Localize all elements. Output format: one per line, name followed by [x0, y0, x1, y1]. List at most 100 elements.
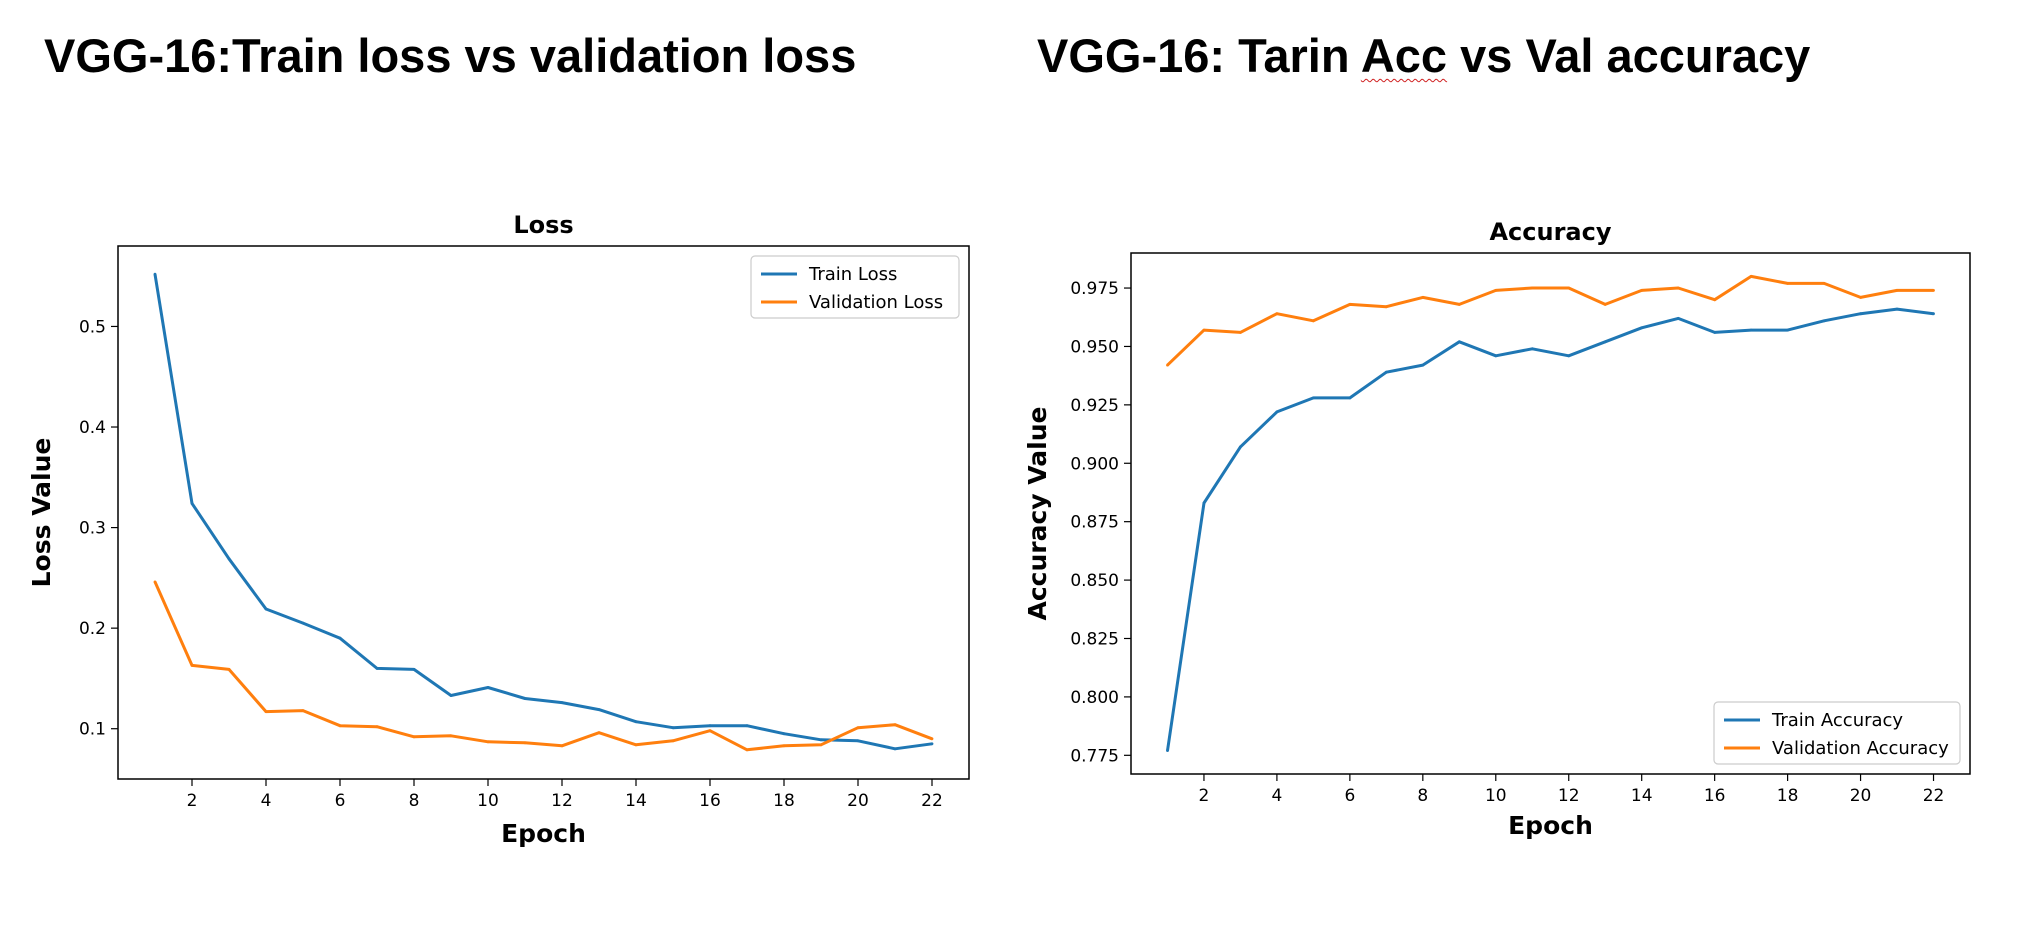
accuracy-series-1-point — [1567, 354, 1571, 358]
loss-series-1-point — [782, 732, 786, 736]
accuracy-series-2-point — [1676, 286, 1680, 290]
accuracy-series-1-point — [1275, 410, 1279, 414]
loss-x-tick-label: 2 — [187, 791, 198, 811]
accuracy-x-tick-label: 4 — [1271, 786, 1282, 806]
loss-series-1-point — [153, 272, 157, 276]
loss-series-2-point — [486, 740, 490, 744]
accuracy-series-1-point — [1202, 501, 1206, 505]
loss-x-tick-label: 6 — [335, 791, 346, 811]
accuracy-x-tick-label: 20 — [1850, 786, 1872, 806]
loss-series-1-point — [523, 697, 527, 700]
loss-legend-label-1: Train Loss — [808, 264, 897, 285]
loss-x-tick-label: 8 — [409, 791, 420, 811]
accuracy-series-line-2 — [1166, 274, 1934, 367]
accuracy-y-tick-label: 0.950 — [1070, 337, 1119, 357]
loss-series-2-point — [375, 725, 379, 729]
loss-series-2-point — [671, 739, 675, 743]
loss-series-1-point — [819, 738, 823, 742]
accuracy-series-2-point — [1749, 275, 1753, 278]
loss-x-tick-label: 22 — [921, 791, 943, 811]
accuracy-series-2-point — [1275, 312, 1279, 316]
loss-series-1-point — [560, 701, 564, 704]
loss-series-2-point — [634, 743, 638, 747]
accuracy-series-1-point — [1676, 317, 1680, 320]
loss-y-tick-label: 0.5 — [79, 317, 106, 337]
accuracy-series-1-point — [1932, 312, 1935, 316]
loss-series-2-point — [597, 731, 601, 735]
accuracy-y-tick-label: 0.850 — [1070, 571, 1119, 591]
loss-series-1-point — [227, 557, 231, 561]
loss-y-tick-label: 0.3 — [79, 519, 106, 539]
loss-legend-box — [750, 255, 960, 319]
title-right-prefix: VGG-16: Tarin — [1037, 29, 1361, 82]
accuracy-y-tick-label: 0.900 — [1070, 454, 1119, 474]
accuracy-x-tick-label: 8 — [1417, 786, 1428, 806]
loss-y-tick-label: 0.1 — [79, 720, 106, 740]
loss-series-1-point — [893, 747, 897, 751]
loss-series-2-point — [449, 734, 453, 738]
accuracy-series-1-point — [1713, 331, 1717, 334]
accuracy-y-tick-label: 0.800 — [1070, 688, 1119, 708]
accuracy-series-2-point — [1603, 303, 1607, 306]
accuracy-x-tick-label: 16 — [1704, 786, 1726, 806]
loss-series-1-point — [264, 607, 268, 611]
loss-series-1-point — [412, 668, 416, 671]
accuracy-series-1-point — [1603, 340, 1607, 344]
accuracy-series-2-point — [1786, 282, 1789, 285]
loss-chart-title: Loss — [513, 211, 573, 239]
accuracy-y-tick-label: 0.775 — [1070, 746, 1119, 766]
accuracy-series-1-point — [1384, 370, 1388, 374]
loss-series-2-point — [819, 743, 823, 747]
loss-series-1-point — [375, 667, 379, 670]
loss-series-2-point — [153, 580, 157, 584]
loss-x-tick-label: 16 — [699, 791, 721, 811]
loss-y-tick-label: 0.4 — [79, 418, 106, 438]
accuracy-series-1-point — [1530, 347, 1534, 351]
accuracy-series-1-point — [1166, 749, 1169, 752]
accuracy-series-1-point — [1859, 312, 1862, 316]
accuracy-y-tick-label: 0.975 — [1070, 279, 1119, 299]
title-right-suffix: vs Val accuracy — [1447, 29, 1811, 82]
loss-series-2-point — [930, 737, 934, 741]
loss-y-axis-label: Loss Value — [27, 438, 56, 588]
loss-series-2-point — [412, 735, 416, 739]
loss-series-2-point — [708, 729, 712, 733]
accuracy-series-2-point — [1494, 289, 1498, 292]
accuracy-series-1-point — [1786, 328, 1789, 332]
accuracy-x-axis-label: Epoch — [1508, 811, 1593, 840]
loss-x-tick-label: 4 — [261, 791, 272, 811]
loss-series-1-point — [745, 724, 749, 728]
loss-series-1-point — [708, 724, 712, 728]
loss-series-2-point — [560, 744, 564, 748]
accuracy-series-2-point — [1822, 282, 1826, 285]
accuracy-series-1-point — [1348, 396, 1352, 400]
loss-series-2-point — [227, 668, 231, 671]
accuracy-series-2-point — [1239, 331, 1242, 334]
accuracy-x-tick-label: 2 — [1199, 786, 1210, 806]
loss-x-tick-label: 12 — [551, 791, 573, 811]
accuracy-series-1-point — [1239, 445, 1242, 449]
accuracy-series-2-point — [1567, 286, 1571, 290]
accuracy-y-tick-label: 0.875 — [1070, 513, 1119, 533]
loss-series-1-point — [634, 720, 638, 724]
loss-series-1-point — [597, 708, 601, 711]
accuracy-x-tick-label: 22 — [1923, 786, 1945, 806]
accuracy-legend-label-1: Train Accuracy — [1771, 710, 1903, 731]
accuracy-series-1-point — [1312, 396, 1315, 400]
loss-x-tick-label: 18 — [773, 791, 795, 811]
accuracy-series-2-point — [1640, 289, 1644, 292]
accuracy-series-2-point — [1895, 289, 1899, 292]
loss-x-tick-label: 20 — [847, 791, 869, 811]
loss-series-2-point — [338, 724, 342, 728]
accuracy-series-2-point — [1384, 305, 1388, 309]
accuracy-series-1-point — [1421, 363, 1425, 367]
loss-series-2-point — [301, 709, 305, 712]
accuracy-series-2-point — [1312, 319, 1315, 323]
accuracy-y-axis-label: Accuracy Value — [1023, 407, 1052, 621]
accuracy-y-tick-label: 0.925 — [1070, 396, 1119, 416]
accuracy-series-2-point — [1202, 328, 1206, 332]
loss-series-2-point — [190, 664, 194, 667]
chart-loss: 2 4 6 8 10 12 14 16 18 20 22 0.1 0.2 0.3 0.4 0.5 Loss Epo… — [27, 211, 970, 848]
loss-series-1-point — [856, 739, 860, 743]
